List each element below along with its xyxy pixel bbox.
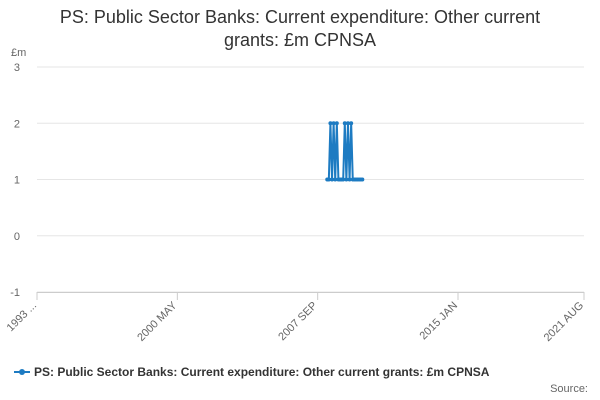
legend-label: PS: Public Sector Banks: Current expendi… [34,365,490,379]
source-label: Source: [550,383,588,395]
series-line [327,122,363,181]
y-tick-label: -1 [10,287,20,299]
chart-title: PS: Public Sector Banks: Current expendi… [0,6,600,52]
data-point [334,121,339,126]
y-tick-label: 0 [14,231,20,243]
x-tick-label: 2007 SEP [276,300,320,344]
data-point [326,177,331,182]
chart-title-line-1: PS: Public Sector Banks: Current expendi… [59,7,541,27]
data-point [347,177,352,182]
y-axis-unit-label: £m [11,47,26,59]
data-point [341,177,346,182]
data-point [360,177,365,182]
legend[interactable]: PS: Public Sector Banks: Current expendi… [14,365,489,379]
chart-title-line-2: grants: £m CPNSA [223,30,377,50]
x-tick-label: 2015 JAN [417,300,460,343]
x-tick-label: 2000 MAY [135,299,180,344]
x-tick-label: 2021 AUG [542,300,586,344]
x-tick-label: 1993 ... [5,300,39,334]
y-tick-label: 2 [14,118,20,130]
y-tick-label: 3 [14,62,20,74]
data-point [349,121,354,126]
data-point [333,177,338,182]
data-point [330,177,335,182]
data-point [345,121,350,126]
data-point [342,121,347,126]
y-tick-label: 1 [14,175,20,187]
data-point [331,121,336,126]
data-point [344,177,349,182]
legend-marker-icon [14,367,30,377]
data-point [328,121,333,126]
